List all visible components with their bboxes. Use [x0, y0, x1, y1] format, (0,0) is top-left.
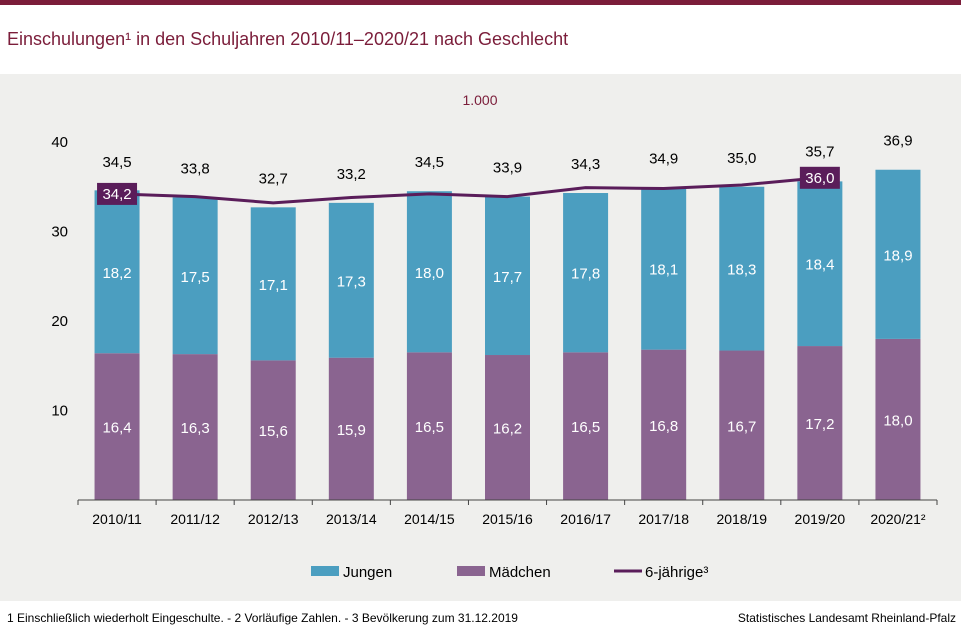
total-label: 34,9 [649, 151, 678, 168]
data-label-jungen: 18,9 [883, 247, 912, 264]
data-label-maedchen: 16,3 [181, 420, 210, 437]
bar-jungen [485, 196, 530, 356]
y-tick-label: 10 [51, 403, 68, 420]
data-label-jungen: 18,2 [102, 265, 131, 282]
bar-maedchen [172, 354, 218, 500]
data-label-jungen: 18,4 [805, 257, 834, 274]
x-tick-label: 2020/21² [870, 511, 926, 527]
x-tick-label: 2018/19 [716, 511, 767, 527]
data-label-maedchen: 16,5 [571, 419, 600, 436]
data-label-maedchen: 16,4 [102, 420, 131, 437]
bar-maedchen [875, 338, 921, 500]
data-label-jungen: 18,3 [727, 262, 756, 279]
legend-label-maedchen: Mädchen [489, 564, 551, 581]
chart-title: Einschulungen¹ in den Schuljahren 2010/1… [7, 29, 569, 49]
bar-jungen [94, 190, 140, 354]
x-tick-label: 2016/17 [560, 511, 611, 527]
y-tick-label: 20 [51, 313, 68, 330]
y-tick-label: 30 [51, 224, 68, 241]
data-label-jungen: 17,1 [259, 277, 288, 294]
bar-maedchen [250, 360, 296, 500]
data-label-jungen: 17,5 [181, 269, 210, 286]
bar-jungen [172, 197, 218, 355]
line-label-box [799, 166, 840, 189]
legend-label-jungen: Jungen [343, 564, 392, 581]
bar-maedchen [641, 349, 687, 500]
legend-label-line: 6-jährige³ [645, 564, 708, 581]
total-label: 35,7 [805, 143, 834, 160]
bar-jungen [563, 193, 609, 353]
total-label: 36,9 [883, 133, 912, 150]
data-label-maedchen: 16,2 [493, 421, 522, 438]
data-label-jungen: 18,0 [415, 265, 444, 282]
data-label-maedchen: 17,2 [805, 416, 834, 433]
source-note: Statistisches Landesamt Rheinland-Pfalz [737, 611, 956, 625]
bar-jungen [797, 181, 843, 347]
line-label: 36,0 [805, 170, 834, 187]
bar-maedchen [563, 352, 609, 500]
line-label-box [97, 182, 138, 205]
x-tick-label: 2017/18 [638, 511, 689, 527]
total-label: 33,2 [337, 166, 366, 183]
total-label: 34,5 [102, 154, 131, 171]
line-label: 34,2 [102, 186, 131, 203]
x-tick-label: 2012/13 [248, 511, 299, 527]
x-tick-label: 2014/15 [404, 511, 455, 527]
bar-jungen [406, 191, 452, 353]
unit-label: 1.000 [462, 92, 497, 108]
x-tick-label: 2011/12 [170, 511, 220, 527]
total-label: 34,5 [415, 154, 444, 171]
total-label: 35,0 [727, 150, 756, 167]
chart-svg: 1.000 10 20 30 40 16,4 18,2 34,5 2010/11 16,3 17,5… [51, 92, 938, 581]
bar-maedchen [797, 346, 843, 500]
bar-jungen [875, 169, 921, 339]
x-tick-label: 2010/11 [92, 511, 142, 527]
bar-maedchen [328, 357, 374, 500]
total-label: 32,7 [259, 170, 288, 187]
x-tick-label: 2013/14 [326, 511, 377, 527]
data-label-jungen: 17,8 [571, 266, 600, 283]
footnote: 1 Einschließlich wiederholt Eingeschulte… [7, 611, 518, 625]
data-label-maedchen: 16,8 [649, 418, 678, 435]
total-label: 33,9 [493, 160, 522, 177]
bar-maedchen [406, 352, 452, 500]
bar-jungen [719, 186, 765, 351]
data-label-jungen: 17,3 [337, 273, 366, 290]
data-label-maedchen: 16,5 [415, 419, 444, 436]
data-label-maedchen: 15,9 [337, 422, 366, 439]
bar-jungen [328, 202, 374, 358]
bar-maedchen [719, 350, 765, 500]
y-tick-label: 40 [51, 134, 68, 151]
bar-maedchen [94, 353, 140, 500]
data-label-jungen: 18,1 [649, 262, 678, 279]
bar-jungen [641, 187, 687, 350]
total-label: 33,8 [181, 160, 210, 177]
chart-panel: 1.000 10 20 30 40 16,4 18,2 34,5 2010/11 16,3 17,5… [0, 74, 961, 601]
legend-swatch-maedchen [457, 566, 485, 576]
bar-maedchen [485, 355, 530, 500]
x-tick-label: 2015/16 [482, 511, 533, 527]
line-6-jaehrige [116, 176, 821, 205]
total-label: 34,3 [571, 156, 600, 173]
data-label-jungen: 17,7 [493, 269, 522, 286]
legend-swatch-jungen [311, 566, 339, 576]
top-accent-bar [0, 0, 961, 5]
bar-jungen [250, 207, 296, 361]
x-tick-label: 2019/20 [795, 511, 846, 527]
data-label-maedchen: 18,0 [883, 412, 912, 429]
data-label-maedchen: 15,6 [259, 423, 288, 440]
data-label-maedchen: 16,7 [727, 418, 756, 435]
